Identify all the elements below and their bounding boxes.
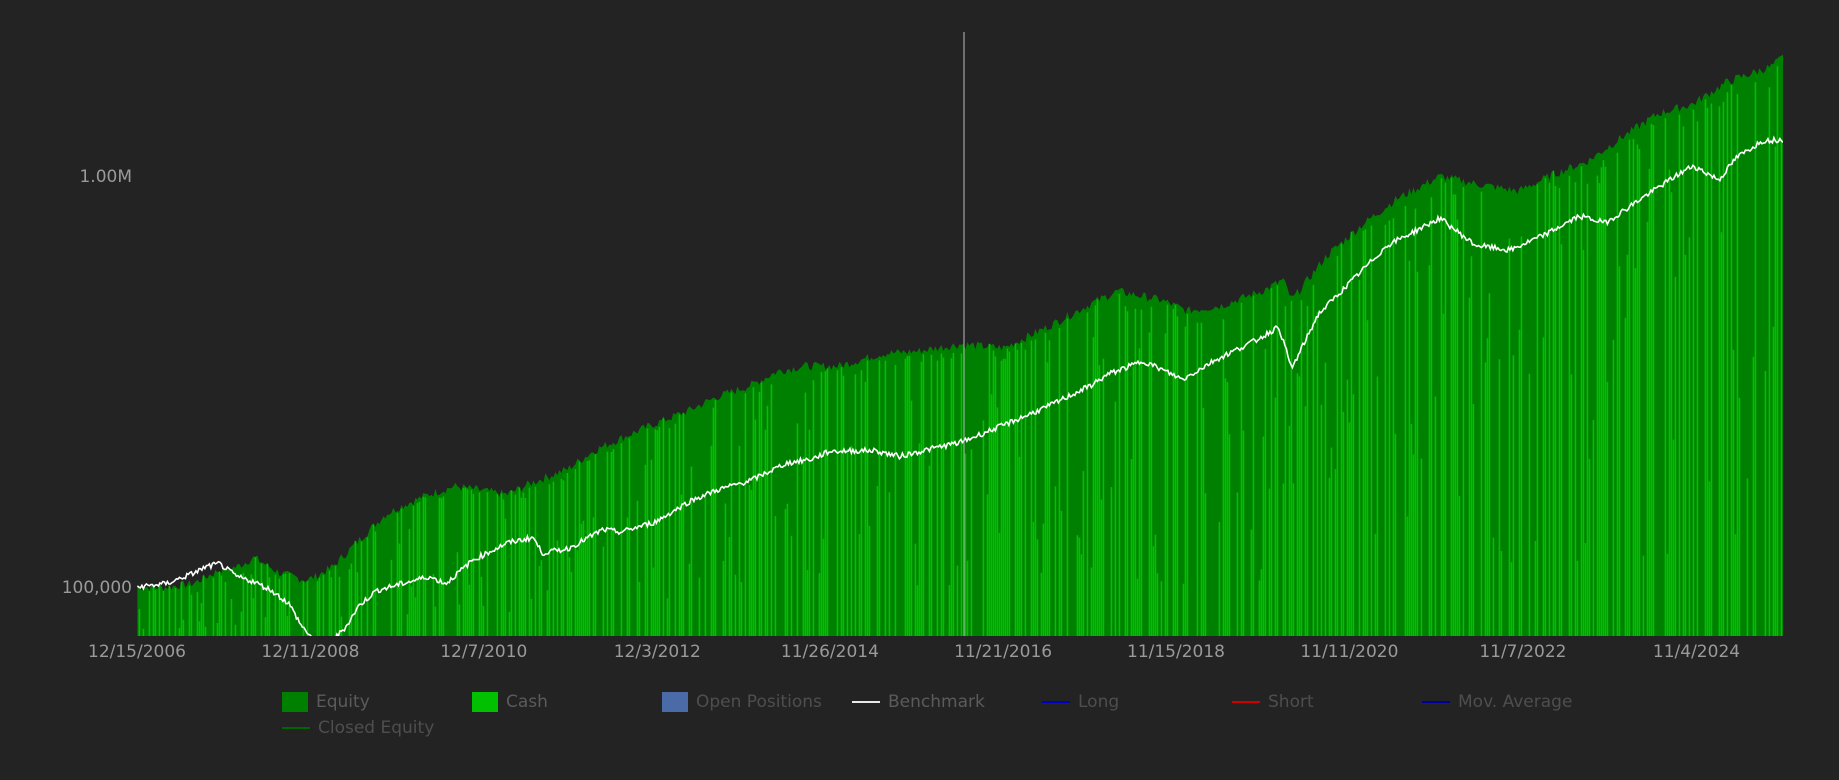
x-tick-label: 11/11/2020 <box>1300 642 1398 662</box>
legend-item-equity[interactable]: Equity <box>282 692 472 712</box>
legend-swatch <box>282 727 310 729</box>
legend-label: Mov. Average <box>1458 692 1573 712</box>
equity-chart[interactable]: 1.00M 100,000 12/15/2006 12/11/2008 12/7/20… <box>0 0 1839 680</box>
legend-label: Long <box>1078 692 1120 712</box>
cash-series-bars <box>138 66 1783 636</box>
legend-item-short[interactable]: Short <box>1232 692 1422 712</box>
legend-swatch <box>662 692 688 712</box>
y-axis-tick-labels: 1.00M 100,000 <box>62 167 132 598</box>
chart-legend: Equity Cash Open Positions Benchmark Long Sho… <box>282 692 1742 738</box>
x-tick-label: 12/15/2006 <box>88 642 186 662</box>
legend-label: Short <box>1268 692 1314 712</box>
legend-label: Open Positions <box>696 692 822 712</box>
legend-item-closed-equity[interactable]: Closed Equity <box>282 718 472 738</box>
x-tick-label: 11/15/2018 <box>1127 642 1225 662</box>
benchmark-series-line <box>137 135 1783 636</box>
x-tick-label: 12/3/2012 <box>614 642 701 662</box>
legend-swatch <box>1422 701 1450 703</box>
x-axis-tick-labels: 12/15/2006 12/11/2008 12/7/2010 12/3/2012 11… <box>88 642 1740 662</box>
legend-label: Equity <box>316 692 370 712</box>
legend-item-cash[interactable]: Cash <box>472 692 662 712</box>
plot-area <box>137 54 1783 636</box>
legend-item-mov-average[interactable]: Mov. Average <box>1422 692 1612 712</box>
x-tick-label: 11/26/2014 <box>781 642 879 662</box>
legend-label: Cash <box>506 692 548 712</box>
legend-swatch <box>472 692 498 712</box>
x-tick-label: 11/4/2024 <box>1653 642 1740 662</box>
legend-item-open-positions[interactable]: Open Positions <box>662 692 852 712</box>
x-tick-label: 11/21/2016 <box>954 642 1052 662</box>
y-tick-label: 1.00M <box>79 167 132 187</box>
legend-label: Benchmark <box>888 692 985 712</box>
legend-item-benchmark[interactable]: Benchmark <box>852 692 1042 712</box>
legend-swatch <box>1042 701 1070 703</box>
legend-swatch <box>852 701 880 703</box>
x-tick-label: 12/11/2008 <box>261 642 359 662</box>
legend-swatch <box>1232 701 1260 703</box>
legend-label: Closed Equity <box>318 718 435 738</box>
legend-swatch <box>282 692 308 712</box>
x-tick-label: 12/7/2010 <box>440 642 527 662</box>
equity-series-area <box>137 54 1783 636</box>
x-tick-label: 11/7/2022 <box>1479 642 1566 662</box>
y-tick-label: 100,000 <box>62 578 132 598</box>
legend-item-long[interactable]: Long <box>1042 692 1232 712</box>
